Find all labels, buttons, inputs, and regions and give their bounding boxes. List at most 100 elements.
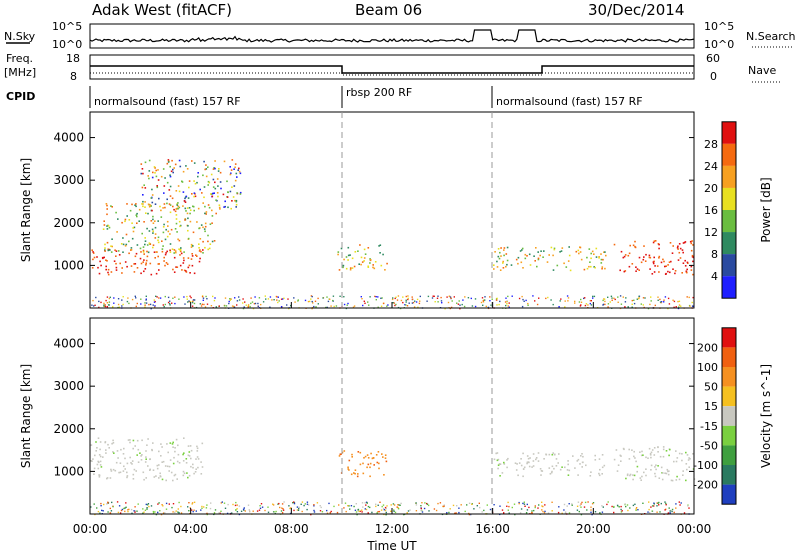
scatter-point <box>598 256 600 258</box>
scatter-point <box>381 297 383 299</box>
scatter-point <box>359 244 361 246</box>
scatter-point <box>147 438 149 440</box>
scatter-point <box>247 306 249 308</box>
scatter-point <box>236 176 238 178</box>
scatter-point <box>493 504 495 506</box>
scatter-point <box>640 454 643 457</box>
scatter-point <box>107 225 110 227</box>
scatter-point <box>364 253 367 255</box>
scatter-point <box>676 475 678 478</box>
scatter-point <box>645 253 647 256</box>
scatter-point <box>663 260 665 263</box>
scatter-point <box>208 247 211 250</box>
scatter-point <box>463 305 466 308</box>
scatter-point <box>633 302 636 305</box>
scatter-point <box>537 507 539 509</box>
scatter-point <box>107 248 109 251</box>
scatter-point <box>412 301 415 304</box>
scatter-point <box>130 508 133 511</box>
scatter-point <box>174 228 177 230</box>
scatter-point <box>638 256 641 259</box>
colorbar-tick-label: -15 <box>700 420 718 433</box>
scatter-point <box>173 474 176 477</box>
scatter-point <box>153 301 156 303</box>
scatter-point <box>499 475 501 477</box>
scatter-point <box>552 269 555 271</box>
freq-tick-bottom: 8 <box>70 70 77 83</box>
scatter-point <box>558 506 560 508</box>
scatter-point <box>226 180 228 183</box>
scatter-point <box>218 168 220 170</box>
scatter-point <box>179 165 182 168</box>
scatter-point <box>313 511 316 513</box>
scatter-point <box>99 455 102 458</box>
scatter-point <box>677 259 680 261</box>
scatter-point <box>142 471 145 474</box>
scatter-point <box>177 511 179 513</box>
scatter-point <box>599 468 601 471</box>
scatter-point <box>147 251 150 254</box>
scatter-point <box>104 247 106 249</box>
scatter-point <box>91 249 93 251</box>
scatter-point <box>104 441 107 443</box>
scatter-point <box>126 475 129 477</box>
scatter-point <box>97 510 100 513</box>
scatter-point <box>103 256 105 259</box>
date-title: 30/Dec/2014 <box>588 1 684 19</box>
scatter-point <box>407 510 410 512</box>
scatter-point <box>122 243 125 246</box>
scatter-point <box>384 509 387 512</box>
scatter-point <box>434 301 436 303</box>
scatter-point <box>115 262 117 265</box>
scatter-point <box>677 245 679 248</box>
scatter-point <box>432 295 434 297</box>
scatter-point <box>493 268 495 270</box>
scatter-point <box>94 454 96 457</box>
scatter-point <box>231 186 233 188</box>
scatter-point <box>126 476 128 479</box>
scatter-point <box>645 468 647 470</box>
scatter-point <box>150 273 153 276</box>
scatter-point <box>591 503 594 505</box>
scatter-point <box>523 466 526 469</box>
scatter-point <box>137 448 140 451</box>
scatter-point <box>582 461 584 464</box>
scatter-point <box>172 503 175 505</box>
scatter-point <box>502 267 505 269</box>
colorbar-swatch <box>722 445 736 465</box>
scatter-point <box>486 504 488 506</box>
scatter-point <box>214 297 216 299</box>
scatter-point <box>544 510 546 513</box>
scatter-point <box>522 475 524 478</box>
scatter-point <box>252 510 254 512</box>
scatter-point <box>484 296 486 298</box>
colorbar-tick-label: 50 <box>704 381 718 394</box>
scatter-point <box>376 461 379 464</box>
scatter-point <box>209 223 212 225</box>
scatter-point <box>625 477 627 480</box>
scatter-point <box>375 503 377 505</box>
scatter-point <box>161 504 163 506</box>
scatter-point <box>145 450 147 452</box>
scatter-point <box>144 509 147 511</box>
scatter-point <box>506 466 508 469</box>
scatter-point <box>659 301 662 303</box>
scatter-point <box>457 303 460 305</box>
scatter-point <box>120 448 122 451</box>
scatter-point <box>182 474 185 477</box>
scatter-point <box>625 297 627 299</box>
scatter-point <box>107 273 110 276</box>
scatter-point <box>643 471 645 474</box>
scatter-point <box>189 507 191 509</box>
scatter-point <box>649 303 651 306</box>
scatter-point <box>367 512 369 514</box>
scatter-point <box>169 174 171 176</box>
scatter-point <box>689 458 691 460</box>
scatter-point <box>199 257 201 260</box>
scatter-point <box>260 303 262 306</box>
scatter-point <box>339 453 342 456</box>
scatter-point <box>104 304 106 306</box>
scatter-point <box>375 296 377 298</box>
scatter-point <box>670 260 672 263</box>
scatter-point <box>117 303 120 306</box>
